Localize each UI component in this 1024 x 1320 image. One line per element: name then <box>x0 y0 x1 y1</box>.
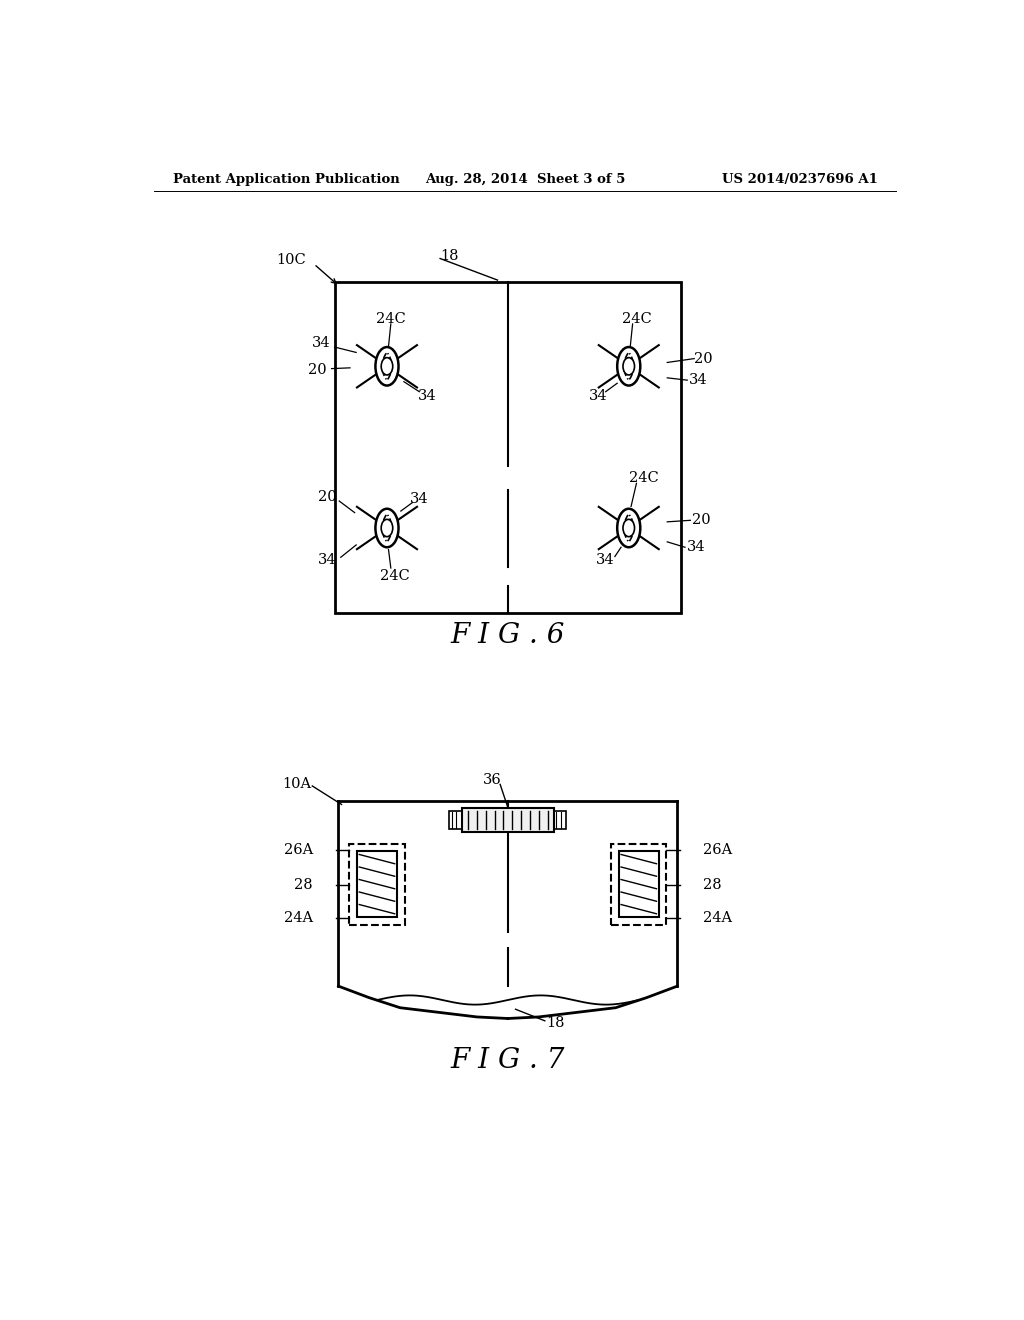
Text: Patent Application Publication: Patent Application Publication <box>173 173 399 186</box>
Text: 34: 34 <box>686 540 706 554</box>
Ellipse shape <box>376 347 398 385</box>
Text: 26A: 26A <box>284 843 313 857</box>
Text: 20: 20 <box>692 513 711 527</box>
Ellipse shape <box>381 358 393 375</box>
Text: 18: 18 <box>440 249 459 263</box>
Text: 10C: 10C <box>276 253 306 267</box>
Text: 24C: 24C <box>630 471 659 484</box>
Text: 28: 28 <box>702 878 721 891</box>
Ellipse shape <box>623 358 635 375</box>
Text: 10A: 10A <box>283 776 311 791</box>
Text: 18: 18 <box>547 1016 565 1030</box>
Ellipse shape <box>623 519 635 537</box>
Text: 34: 34 <box>317 553 336 568</box>
Text: 24C: 24C <box>622 312 651 326</box>
Text: 24C: 24C <box>380 569 410 582</box>
Text: 24A: 24A <box>284 911 313 925</box>
Text: US 2014/0237696 A1: US 2014/0237696 A1 <box>722 173 878 186</box>
Text: 20: 20 <box>308 363 327 378</box>
Bar <box>349 843 404 924</box>
Bar <box>357 851 397 917</box>
Text: 34: 34 <box>410 492 429 506</box>
Text: 20: 20 <box>694 351 713 366</box>
Text: 24C: 24C <box>376 312 406 326</box>
Text: 20: 20 <box>317 490 336 504</box>
Bar <box>554 810 566 829</box>
Text: 28: 28 <box>295 878 313 891</box>
Bar <box>611 843 667 924</box>
Bar <box>335 281 681 612</box>
Ellipse shape <box>617 508 640 548</box>
Bar <box>462 808 554 832</box>
Text: 34: 34 <box>589 388 607 403</box>
Ellipse shape <box>381 519 393 537</box>
Text: 34: 34 <box>418 388 436 403</box>
Text: Aug. 28, 2014  Sheet 3 of 5: Aug. 28, 2014 Sheet 3 of 5 <box>425 173 625 186</box>
Text: F I G . 7: F I G . 7 <box>451 1047 565 1074</box>
Bar <box>450 810 462 829</box>
Text: 24A: 24A <box>702 911 732 925</box>
Text: 36: 36 <box>483 772 502 787</box>
Text: 34: 34 <box>689 374 708 387</box>
Text: F I G . 6: F I G . 6 <box>451 622 565 649</box>
Ellipse shape <box>617 347 640 385</box>
Ellipse shape <box>376 508 398 548</box>
Text: 26A: 26A <box>702 843 732 857</box>
Bar <box>618 851 658 917</box>
Text: 34: 34 <box>312 337 331 350</box>
Text: 34: 34 <box>596 553 615 568</box>
